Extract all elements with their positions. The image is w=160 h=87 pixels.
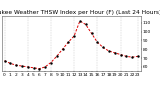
Title: Milwaukee Weather THSW Index per Hour (F) (Last 24 Hours): Milwaukee Weather THSW Index per Hour (F… [0, 10, 160, 15]
